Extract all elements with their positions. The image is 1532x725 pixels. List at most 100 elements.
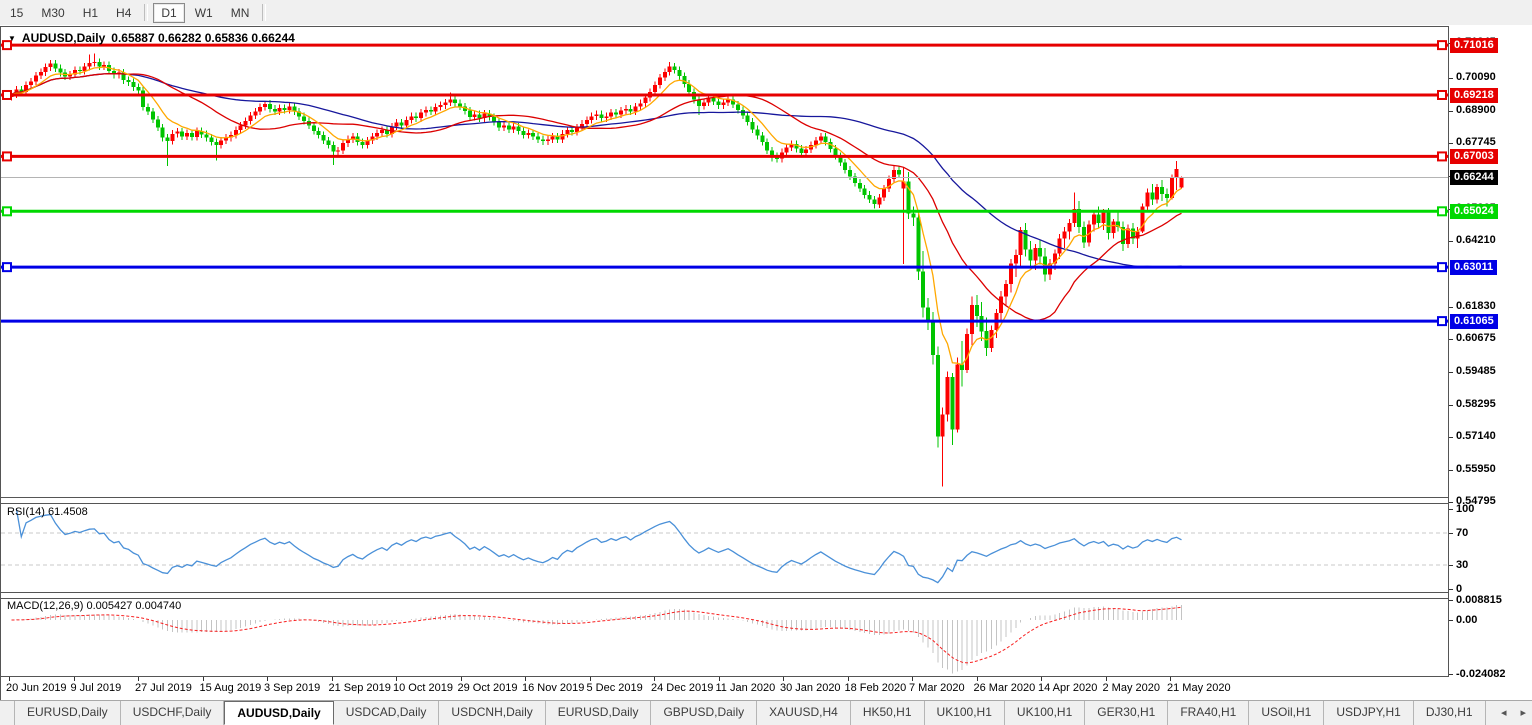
hline-price-label: 0.65024 [1450, 204, 1498, 220]
hline-right-handle [1437, 40, 1447, 51]
date-tick-label: 3 Sep 2019 [264, 682, 321, 694]
price-tick-label: 0.57140 [1456, 429, 1496, 442]
date-tick-mark [525, 677, 526, 681]
hline-right-handle [1437, 89, 1447, 100]
date-tick-label: 7 Mar 2020 [909, 682, 965, 694]
price-chart-canvas[interactable] [1, 27, 1448, 497]
tab-scroll-right-icon[interactable]: ▸ [1520, 707, 1526, 719]
macd-panel-bottom-border [1, 676, 1530, 677]
rsi-indicator-canvas[interactable] [1, 504, 1448, 592]
price-tick-mark [1449, 404, 1453, 406]
rsi-tick-mark [1449, 533, 1453, 534]
timeframe-button-15[interactable]: 15 [10, 5, 24, 20]
date-tick-label: 26 Mar 2020 [973, 682, 1036, 694]
tab-uk100-h1[interactable]: UK100,H1 [925, 701, 1005, 725]
price-tick-label: 0.64210 [1456, 233, 1496, 246]
date-tick-label: 18 Feb 2020 [844, 682, 907, 694]
tab-uk100-h1[interactable]: UK100,H1 [1005, 701, 1086, 725]
date-tick-mark [202, 677, 204, 681]
rsi-tick-mark [1449, 565, 1453, 566]
tab-ger30-h1[interactable]: GER30,H1 [1085, 701, 1169, 725]
window-left-border [0, 26, 1, 725]
macd-tick-label: 0.008815 [1456, 594, 1502, 607]
tab-scroll-arrows: ◂ ▸ [1501, 706, 1526, 719]
tab-usdcad-daily[interactable]: USDCAD,Daily [334, 701, 440, 725]
price-axis[interactable]: 0.713450.700900.689000.677450.665550.653… [1449, 26, 1532, 680]
rsi-tick-label: 0 [1456, 583, 1463, 595]
tab-dj30-h1[interactable]: DJ30,H1 [1414, 701, 1486, 725]
timeframe-button-m30[interactable]: M30 [41, 5, 65, 20]
timeframe-toolbar: 15 M30 H1 H4 D1 W1 MN [0, 0, 1532, 25]
price-tick-label: 0.60675 [1456, 331, 1496, 344]
hline-right-handle [1437, 316, 1447, 327]
price-tick-label: 0.61830 [1456, 299, 1496, 312]
timeframe-button-d1[interactable]: D1 [153, 2, 185, 23]
price-tick-mark [1449, 240, 1453, 242]
chart-title: ▼ AUDUSD,Daily 0.65887 0.66282 0.65836 0… [8, 31, 295, 45]
timeframe-button-mn[interactable]: MN [230, 5, 250, 20]
tab-eurusd-daily[interactable]: EURUSD,Daily [546, 701, 652, 725]
date-tick-mark [460, 677, 462, 681]
ma-fast-line [11, 66, 1182, 366]
timeframe-button-w1[interactable]: W1 [194, 5, 213, 20]
macd-tick-mark [1449, 674, 1453, 676]
tab-xauusd-h4[interactable]: XAUUSD,H4 [757, 701, 851, 725]
price-tick-mark [1449, 469, 1453, 471]
price-tick-label: 0.55950 [1456, 462, 1496, 475]
macd-indicator-canvas[interactable] [1, 599, 1448, 676]
price-tick-mark [1449, 371, 1453, 373]
tab-audusd-daily[interactable]: AUDUSD,Daily [224, 701, 334, 725]
date-tick-label: 29 Oct 2019 [457, 682, 518, 694]
rsi-panel-top-border [1, 503, 1530, 504]
date-tick-mark [331, 677, 333, 681]
date-tick-label: 9 Jul 2019 [70, 682, 122, 694]
date-tick-label: 30 Jan 2020 [780, 682, 841, 694]
hline-left-handle [2, 151, 12, 162]
tab-fra40-h1[interactable]: FRA40,H1 [1168, 701, 1250, 725]
hline-left-handle [2, 206, 12, 217]
price-tick-mark [1449, 502, 1453, 503]
rsi-line [15, 508, 1182, 584]
date-tick-mark [1170, 677, 1171, 681]
tab-usdchf-daily[interactable]: USDCHF,Daily [121, 701, 225, 725]
date-tick-label: 21 Sep 2019 [328, 682, 391, 694]
macd-tick-label: 0.00 [1456, 614, 1478, 626]
date-tick-label: 14 Apr 2020 [1038, 682, 1098, 694]
date-tick-mark [1105, 677, 1107, 681]
hline-left-handle [2, 89, 12, 100]
tab-gbpusd-daily[interactable]: GBPUSD,Daily [651, 701, 758, 725]
tab-eurusd-daily[interactable]: EURUSD,Daily [15, 701, 121, 725]
hline-left-handle [2, 262, 12, 273]
hline-right-handle [1437, 151, 1447, 162]
tab-scroll-left-icon[interactable]: ◂ [1500, 707, 1507, 719]
price-tick-label: 0.58295 [1456, 397, 1496, 410]
ma-mid-line [11, 73, 1182, 322]
price-tick-mark [1449, 306, 1453, 308]
date-tick-mark [396, 677, 397, 681]
toolbar-separator [144, 4, 149, 21]
tab-hk50-h1[interactable]: HK50,H1 [851, 701, 925, 725]
date-tick-mark [589, 677, 591, 681]
price-tick-label: 0.54795 [1456, 495, 1496, 507]
tab-usoil-h1[interactable]: USOil,H1 [1249, 701, 1325, 725]
tab-usdcnh-daily[interactable]: USDCNH,Daily [439, 701, 546, 725]
timeframe-button-h4[interactable]: H4 [116, 5, 132, 20]
date-tick-mark [267, 677, 268, 681]
rsi-tick-mark [1449, 589, 1453, 590]
symbol-dropdown-icon[interactable]: ▼ [8, 33, 16, 43]
date-tick-label: 27 Jul 2019 [135, 682, 192, 694]
date-tick-label: 10 Oct 2019 [393, 682, 453, 694]
macd-tick-mark [1449, 620, 1453, 621]
hline-price-label: 0.63011 [1450, 260, 1498, 276]
date-tick-label: 2 May 2020 [1102, 682, 1160, 694]
macd-tick-mark [1449, 600, 1453, 602]
hline-price-label: 0.71016 [1450, 38, 1498, 54]
timeframe-button-h1[interactable]: H1 [82, 5, 99, 20]
hline-right-handle [1437, 206, 1447, 217]
chart-window-top-border [1, 26, 1530, 27]
date-tick-mark [138, 677, 139, 681]
price-axis-border [1448, 26, 1449, 677]
date-tick-label: 20 Jun 2019 [6, 682, 67, 694]
date-axis[interactable]: 20 Jun 2019 9 Jul 2019 27 Jul 2019 15 Aug 2… [1, 677, 1448, 699]
tab-usdjpy-h1[interactable]: USDJPY,H1 [1324, 701, 1414, 725]
